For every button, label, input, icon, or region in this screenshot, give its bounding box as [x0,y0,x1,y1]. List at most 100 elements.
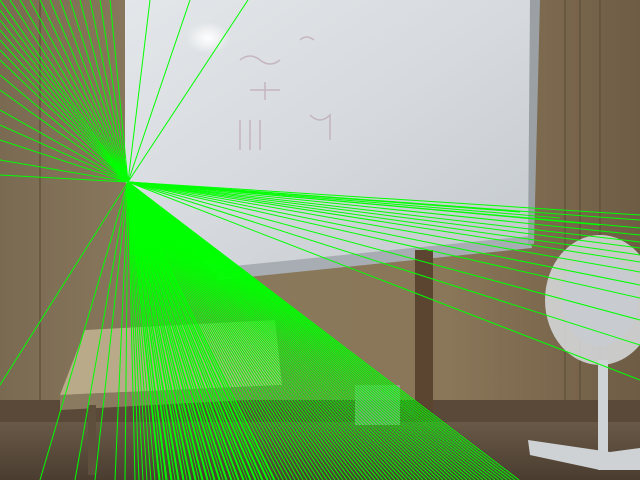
green-line [127,181,324,480]
green-line [124,181,129,480]
green-line [127,181,640,236]
green-line [0,159,129,183]
green-line [127,0,249,183]
green-line [127,181,197,480]
green-line [49,0,129,183]
whiteboard [125,0,538,272]
green-line [127,181,640,243]
green-line [0,49,129,183]
green-line [127,181,144,480]
green-line [127,181,368,480]
green-line [39,0,129,183]
green-line [127,181,179,480]
green-line [79,0,129,183]
electric-fan [528,235,640,470]
green-line [127,181,640,263]
green-line [127,181,352,480]
green-line [127,181,203,480]
green-line [127,181,640,216]
green-line [127,181,239,480]
green-line [0,181,129,386]
green-line [127,181,328,480]
board-writing [239,36,331,150]
green-line [127,0,191,183]
green-line [127,181,156,480]
green-line [127,181,640,381]
green-line [127,181,561,219]
green-line [127,181,233,480]
green-line [127,181,288,480]
green-line [127,181,380,480]
green-line [127,181,340,480]
green-line [127,181,344,480]
green-line [127,181,280,480]
green-line [127,181,300,480]
green-line [94,181,129,480]
post [415,250,433,420]
green-line [127,181,372,480]
green-line [99,0,129,183]
green-line [0,59,129,183]
green-line [29,0,129,183]
green-line [109,0,129,183]
green-line [0,29,129,183]
green-line [127,181,640,299]
green-line [127,181,360,480]
green-line [127,181,257,480]
green-line [127,181,263,480]
green-line [127,181,173,480]
green-line [127,181,640,346]
green-line [127,181,269,480]
green-line [127,181,296,480]
green-line [127,181,601,226]
green-line [127,181,640,249]
green-line [127,181,167,480]
green-line [127,181,640,273]
green-line [0,109,129,183]
green-line [127,181,191,480]
green-line [114,181,129,480]
green-line [127,181,304,480]
green-line [0,89,129,183]
green-line [127,0,151,183]
green-line [127,181,245,480]
green-line [127,181,251,480]
green-line [127,181,275,480]
green-line [0,139,129,183]
green-line [127,181,320,480]
green-line [0,39,129,183]
green-line [127,181,348,480]
green-line [127,181,364,480]
green-line [127,181,332,480]
light-glare [186,22,230,54]
green-line [127,181,284,480]
green-line [19,0,129,183]
green-line [127,181,316,480]
green-line [127,181,640,256]
green-line [127,181,292,480]
green-line [127,181,140,480]
green-line [0,0,129,183]
green-line [127,181,384,480]
green-line [127,181,136,480]
table-leg [88,405,96,475]
whiteboard-shadow-edge [528,0,540,244]
green-line [74,181,129,480]
green-line [69,0,129,183]
green-line [127,181,161,480]
green-line [127,181,312,480]
green-line [0,9,129,183]
green-line [127,181,215,480]
green-line [0,124,129,183]
green-line [127,181,221,480]
green-line [127,181,640,321]
green-line [0,19,129,183]
green-line [127,181,336,480]
green-line [127,181,209,480]
green-line [0,174,129,183]
green-line [89,0,129,183]
green-line [127,181,520,480]
